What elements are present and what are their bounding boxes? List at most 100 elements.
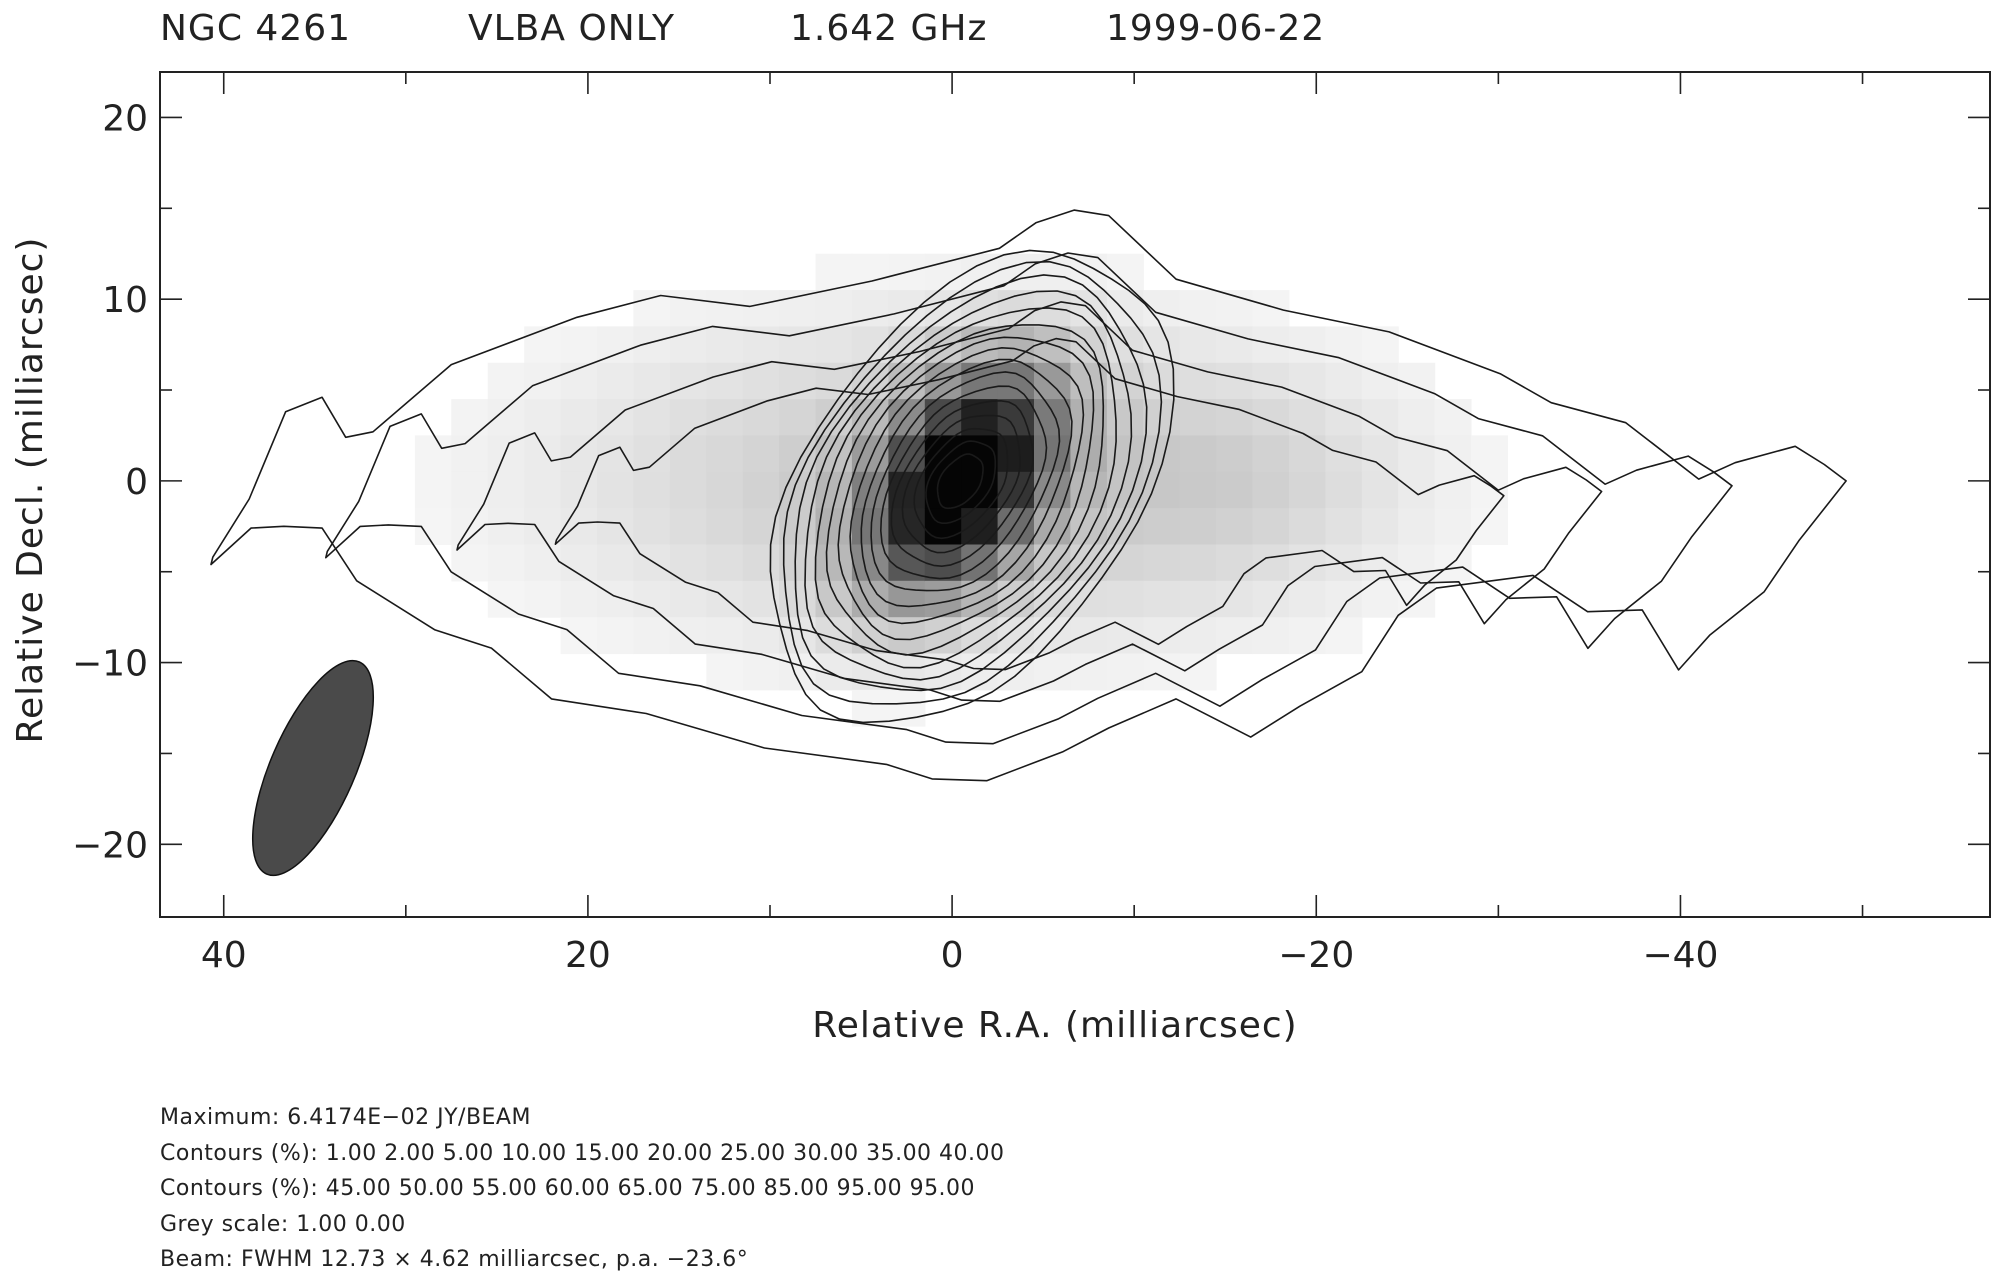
grey-pixel (1289, 580, 1326, 618)
grey-pixel (1070, 653, 1108, 691)
grey-pixel (1216, 435, 1254, 473)
grey-pixel (1179, 508, 1217, 545)
grey-pixel (487, 362, 525, 400)
grey-pixel (451, 435, 489, 473)
contour-line (456, 301, 1603, 703)
grey-pixel (742, 362, 780, 400)
grey-pixel (742, 435, 780, 473)
grey-pixel (1143, 617, 1181, 655)
contour-line (880, 385, 1048, 580)
grey-pixel (1325, 508, 1363, 545)
grey-pixel (1361, 399, 1399, 436)
x-tick-label: −20 (1278, 935, 1354, 976)
grey-pixel (1289, 435, 1326, 473)
grey-pixel (597, 326, 634, 364)
grey-pixel (560, 544, 598, 582)
grey-pixel (1034, 653, 1071, 691)
grey-pixel (560, 399, 598, 436)
header-date: 1999-06-22 (1106, 8, 1325, 49)
contour-line (794, 274, 1148, 692)
grey-pixel (669, 580, 707, 618)
grey-pixel (1398, 508, 1436, 545)
grey-pixel (1106, 471, 1144, 509)
contour-line (210, 209, 1847, 782)
grey-pixel (1434, 399, 1472, 436)
contour-line (890, 400, 1034, 567)
grey-pixel (1216, 580, 1254, 618)
grey-pixel (1143, 362, 1181, 400)
x-tick-label: 20 (565, 935, 611, 976)
grey-pixel (1252, 617, 1290, 655)
grey-pixel (669, 290, 707, 327)
grey-pixel (1361, 471, 1399, 509)
grey-pixel (524, 580, 562, 618)
grey-pixel (1325, 617, 1363, 655)
grey-pixel (1216, 326, 1254, 364)
grey-pixel (779, 326, 817, 364)
grey-pixel (560, 435, 598, 473)
grey-pixel (1398, 544, 1436, 582)
grey-pixel (924, 435, 962, 473)
grey-pixel (487, 580, 525, 618)
grey-pixel (997, 617, 1035, 655)
grey-pixel (961, 508, 999, 545)
chart-header: NGC 4261 VLBA ONLY 1.642 GHz 1999-06-22 (160, 8, 1325, 49)
grey-pixel (779, 617, 817, 655)
grey-pixel (1034, 435, 1071, 473)
grey-pixel (706, 326, 744, 364)
grey-pixel (669, 435, 707, 473)
grey-pixel (669, 399, 707, 436)
grey-pixel (1289, 326, 1326, 364)
grey-pixel (524, 544, 562, 582)
grey-pixel (961, 580, 999, 618)
grey-pixel (1179, 399, 1217, 436)
grey-pixel (779, 399, 817, 436)
greyscale-image (414, 253, 1508, 727)
maximum-note: Maximum: 6.4174E−02 JY/BEAM (160, 1105, 531, 1130)
grey-pixel (451, 399, 489, 436)
grey-pixel (597, 508, 634, 545)
grey-pixel (524, 326, 562, 364)
grey-pixel (669, 508, 707, 545)
grey-pixel (633, 617, 671, 655)
grey-pixel (524, 471, 562, 509)
beam-note: Beam: FWHM 12.73 × 4.62 milliarcsec, p.a… (160, 1247, 749, 1272)
contour-line (814, 307, 1117, 669)
grey-pixel (997, 326, 1035, 364)
grey-pixel (1106, 653, 1144, 691)
grey-pixel (1216, 508, 1254, 545)
grey-pixel (742, 399, 780, 436)
contour-line (782, 260, 1163, 705)
grey-pixel (1216, 362, 1254, 400)
grey-pixel (1325, 580, 1363, 618)
grey-pixel (706, 471, 744, 509)
grey-pixel (706, 362, 744, 400)
grey-pixel (1252, 435, 1290, 473)
grey-pixel (414, 471, 452, 509)
contour-line (901, 414, 1021, 554)
contour-line (925, 440, 997, 524)
grey-pixel (997, 508, 1035, 545)
grey-pixel (1289, 362, 1326, 400)
grey-pixel (1252, 326, 1290, 364)
grey-pixel (851, 689, 889, 727)
grey-pixel (1179, 435, 1217, 473)
grey-pixel (706, 544, 744, 582)
contours-note-1: Contours (%): 1.00 2.00 5.00 10.00 15.00… (160, 1140, 1005, 1166)
grey-pixel (633, 508, 671, 545)
contour-line (769, 249, 1175, 724)
contour-line (849, 347, 1085, 625)
grey-pixel (633, 580, 671, 618)
grey-pixel (487, 544, 525, 582)
grey-pixel (851, 544, 889, 582)
contour-line (936, 453, 984, 510)
grey-pixel (524, 508, 562, 545)
grey-pixel (1143, 508, 1181, 545)
grey-pixel (487, 399, 525, 436)
grey-pixel (1361, 508, 1399, 545)
grey-pixel (706, 290, 744, 327)
contour-line (870, 371, 1061, 592)
grey-pixel (1325, 399, 1363, 436)
grey-pixel (1179, 653, 1217, 691)
grey-pixel (706, 653, 744, 691)
